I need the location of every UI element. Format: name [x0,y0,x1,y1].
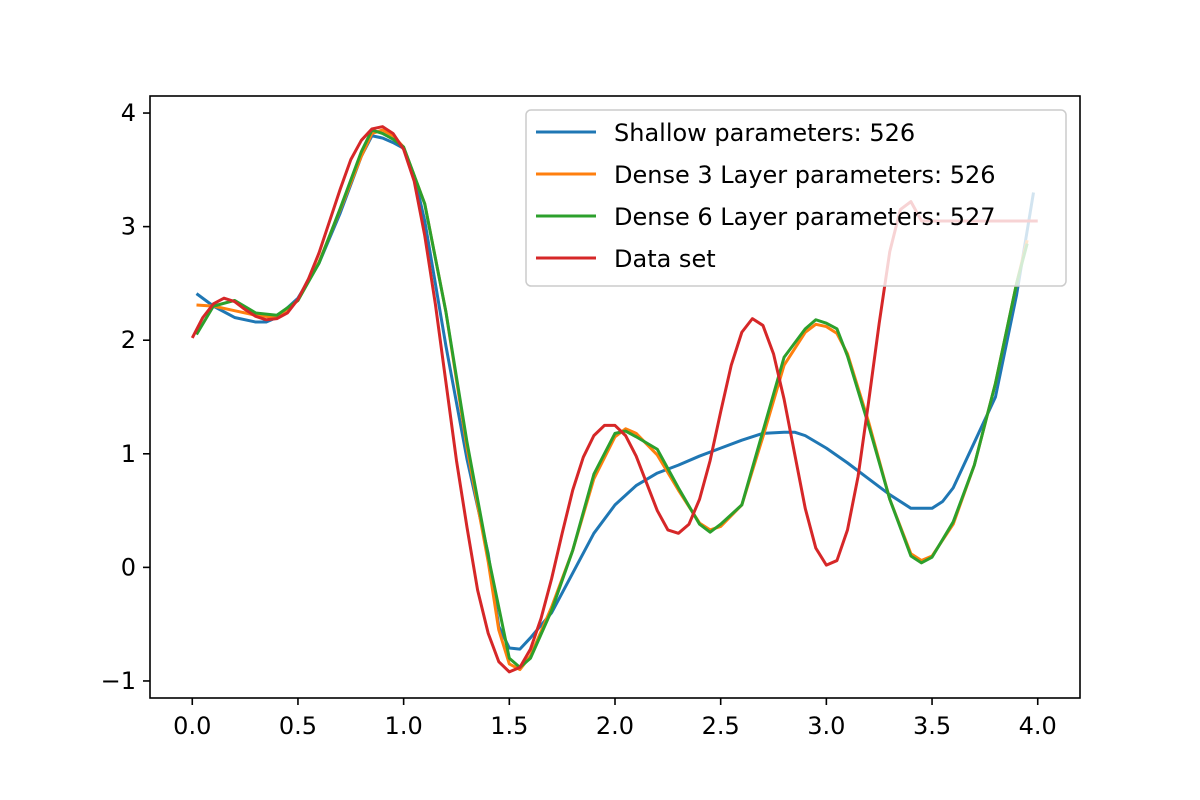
x-tick-label: 0.5 [279,712,317,740]
x-tick-label: 2.5 [702,712,740,740]
x-tick-label: 0.0 [173,712,211,740]
series-line-dense-6-layer-parameters-527 [195,128,1029,669]
y-tick-label: 1 [121,440,136,468]
x-tick-label: 3.5 [913,712,951,740]
y-tick-label: −1 [101,667,136,695]
x-tick-label: 4.0 [1019,712,1057,740]
x-tick-label: 3.0 [807,712,845,740]
legend-box [525,109,1067,287]
axes: 0.0 0.5 1.0 1.5 2.0 2.5 3.0 3.5 4.0 −1 0 1 2 3 4 [101,95,1081,740]
legend-label: Dense 6 Layer parameters: 527 [614,203,996,231]
y-tick-label: 0 [121,553,136,581]
y-tick-label: 3 [121,213,136,241]
legend-label: Data set [614,245,716,273]
y-tick-label: 4 [121,99,136,127]
legend: Shallow parameters: 526 Dense 3 Layer par… [525,109,1067,287]
x-tick-label: 1.5 [490,712,528,740]
x-tick-label: 2.0 [596,712,634,740]
legend-label: Dense 3 Layer parameters: 526 [614,161,996,189]
x-tick-label: 1.0 [385,712,423,740]
y-tick-label: 2 [121,326,136,354]
legend-label: Shallow parameters: 526 [614,119,915,147]
